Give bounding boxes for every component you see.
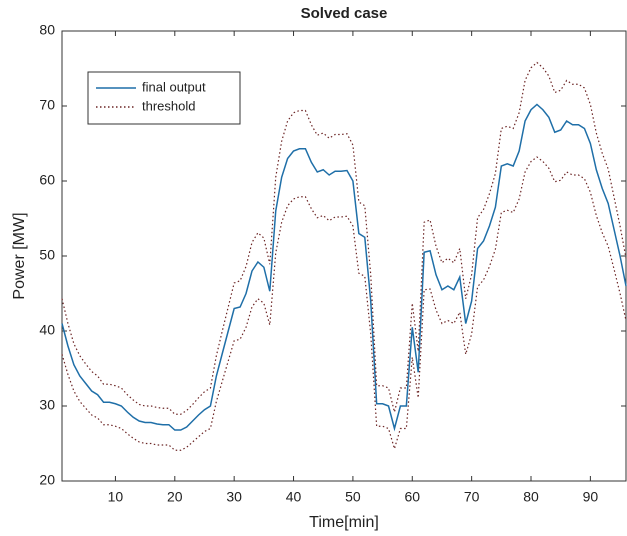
x-tick-label: 90 [583, 489, 599, 505]
y-axis-label: Power [MW] [11, 212, 28, 299]
x-axis-label: Time[min] [309, 514, 379, 531]
legend-box [87, 71, 241, 125]
y-tick-label: 40 [39, 322, 55, 338]
legend-label: final output [142, 79, 206, 94]
y-tick-label: 50 [39, 247, 55, 263]
x-tick-label: 80 [523, 489, 539, 505]
y-tick-label: 30 [39, 397, 55, 413]
x-tick-label: 40 [286, 489, 302, 505]
data-line [61, 103, 627, 432]
x-tick-label: 10 [108, 489, 124, 505]
chart-title: Solved case [301, 5, 388, 22]
legend-label: threshold [142, 98, 195, 113]
y-tick-label: 70 [39, 97, 55, 113]
x-tick-label: 50 [345, 489, 361, 505]
y-tick-label: 60 [39, 172, 55, 188]
x-tick-label: 70 [464, 489, 480, 505]
y-tick-label: 20 [39, 472, 55, 488]
x-tick-label: 20 [167, 489, 183, 505]
x-tick-label: 60 [404, 489, 420, 505]
x-tick-label: 30 [226, 489, 242, 505]
data-line [61, 61, 627, 415]
y-tick-label: 80 [39, 22, 55, 38]
